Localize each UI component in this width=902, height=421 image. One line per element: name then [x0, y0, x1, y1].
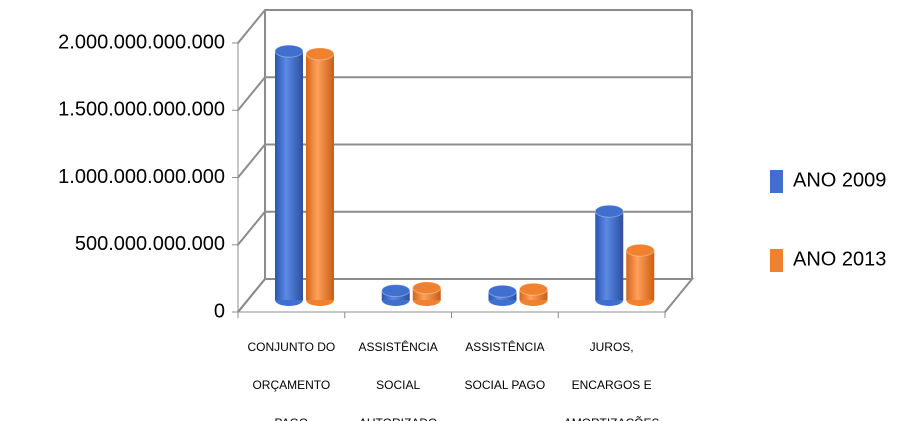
bar — [519, 282, 548, 306]
grid-line — [237, 76, 692, 111]
legend-swatch — [770, 170, 783, 193]
bar — [274, 44, 304, 306]
bar — [381, 284, 411, 306]
legend-label: ANO 2009 — [793, 169, 886, 191]
legend-swatch — [770, 249, 783, 272]
legend-label: ANO 2013 — [793, 248, 886, 270]
grid-line — [237, 143, 692, 179]
y-tick-label: 1.500.000.000.000 — [58, 99, 225, 121]
y-tick-label: 500.000.000.000 — [75, 233, 225, 255]
y-tick-label: 1.000.000.000.000 — [58, 166, 225, 188]
bar-part — [275, 51, 303, 300]
x-tick-label: CONJUNTO DO ORÇAMENTO PAGO — [247, 340, 336, 421]
x-tick-label: ASSISTÊNCIA SOCIAL PAGO — [464, 340, 546, 392]
bar-part — [519, 282, 548, 296]
bar — [305, 47, 335, 306]
x-tick-label: JUROS, ENCARGOS E AMORTIZAÇÕES — [564, 340, 660, 421]
bar-part — [412, 281, 442, 295]
bar-part — [594, 204, 624, 218]
bar-part — [625, 243, 655, 257]
bar-part — [626, 250, 655, 300]
x-tick-label: ASSISTÊNCIA SOCIAL AUTORIZADO — [358, 340, 438, 421]
bar-part — [381, 284, 411, 298]
y-tick-label: 2.000.000.000.000 — [58, 31, 225, 53]
bar-part — [274, 44, 304, 58]
bar — [594, 204, 624, 306]
bar-part — [595, 211, 624, 300]
bar — [412, 281, 442, 306]
bar-part — [305, 47, 335, 61]
grid-line — [237, 278, 692, 313]
bar-part — [488, 284, 517, 298]
bar — [625, 243, 655, 306]
grid-line — [237, 210, 692, 246]
bar — [488, 284, 517, 306]
bar-part — [306, 53, 334, 300]
grid-line — [237, 9, 692, 44]
y-tick-label: 0 — [214, 300, 225, 322]
